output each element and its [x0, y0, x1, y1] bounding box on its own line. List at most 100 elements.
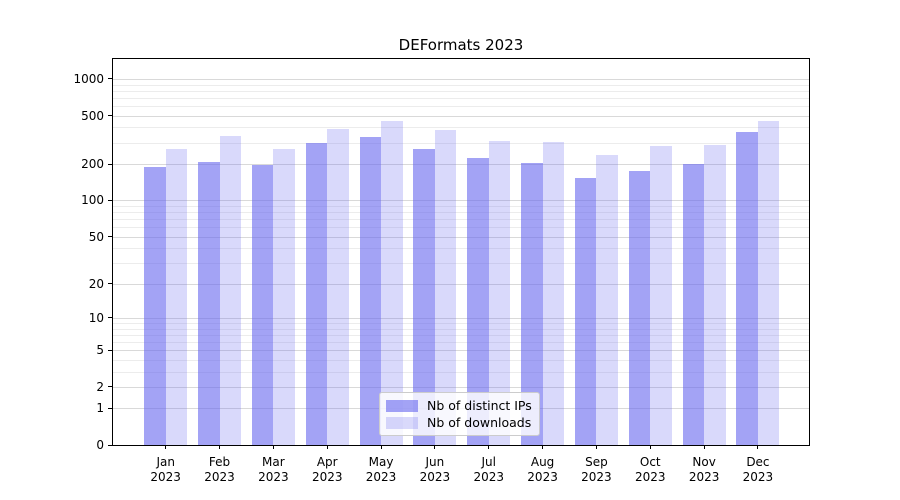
gridline-minor	[113, 127, 809, 129]
y-axis-tick-label: 1	[96, 401, 104, 416]
month-label: Oct	[639, 455, 661, 469]
month-label: Dec	[746, 455, 770, 469]
legend-label-downloads: Nb of downloads	[427, 415, 532, 430]
bar-downloads	[704, 144, 726, 445]
gridline-major	[113, 283, 809, 285]
year-label: 2023	[204, 470, 235, 484]
y-axis-tick	[108, 349, 112, 351]
bar-downloads	[219, 136, 242, 445]
gridline-major	[113, 115, 809, 117]
y-axis-tick	[108, 444, 112, 446]
year-label: 2023	[150, 470, 181, 484]
bar-downloads	[542, 141, 565, 445]
y-axis-tick	[108, 317, 112, 319]
y-axis-tick	[108, 283, 112, 285]
gridline-minor	[113, 359, 809, 361]
x-axis-tick-label: May 2023	[349, 455, 413, 485]
month-label: Aug	[530, 455, 555, 469]
gridline-minor	[113, 212, 809, 214]
y-axis-tick-label: 5	[96, 343, 104, 358]
month-label: Apr	[316, 455, 338, 469]
month-label: Sep	[585, 455, 608, 469]
x-axis-tick-label: Oct 2023	[618, 455, 682, 485]
x-axis-tick-label: Dec 2023	[726, 455, 790, 485]
gridline-major	[113, 78, 809, 80]
x-axis-tick-label: Sep 2023	[564, 455, 628, 485]
y-axis-tick	[108, 163, 112, 165]
year-label: 2023	[365, 470, 397, 484]
y-axis-tick	[108, 236, 112, 238]
legend-row-downloads: Nb of downloads	[386, 415, 532, 431]
y-axis-tick-label: 2	[96, 379, 104, 394]
gridline-minor	[113, 227, 809, 229]
gridline-major	[113, 236, 809, 238]
y-axis-tick	[108, 115, 112, 117]
bar-distinct-ips	[305, 142, 328, 445]
gridline-major	[113, 386, 809, 388]
x-axis-tick-label: Mar 2023	[241, 455, 305, 485]
gridline-major	[113, 164, 809, 165]
bar-downloads	[596, 155, 618, 445]
y-axis-tick-label: 50	[88, 229, 104, 244]
chart-title: DEFormats 2023	[398, 36, 524, 54]
year-label: 2023	[311, 470, 343, 484]
month-label: Mar	[262, 455, 285, 469]
y-axis-tick-label: 200	[81, 157, 104, 171]
legend-label-distinct-ips: Nb of distinct IPs	[427, 398, 532, 413]
gridline-minor	[113, 205, 809, 207]
bar-downloads	[381, 121, 403, 445]
bar-downloads	[650, 146, 672, 445]
legend-swatch-distinct-ips	[386, 400, 418, 412]
x-axis-tick	[649, 445, 651, 449]
gridline-minor	[113, 90, 809, 92]
year-label: 2023	[688, 470, 720, 484]
bar-distinct-ips	[736, 131, 758, 445]
bar-distinct-ips	[521, 162, 543, 445]
y-axis-tick-label: 100	[81, 193, 104, 208]
gridline-minor	[113, 334, 809, 336]
bar-distinct-ips	[682, 164, 705, 445]
x-axis-tick-label: Feb 2023	[188, 455, 252, 485]
y-axis-tick	[108, 407, 112, 409]
y-axis-tick	[108, 78, 112, 80]
x-axis-tick	[595, 445, 597, 449]
bar-downloads	[165, 149, 188, 445]
gridline-minor	[113, 84, 809, 86]
x-axis-tick-label: Jan 2023	[134, 455, 198, 485]
bar-distinct-ips	[251, 164, 274, 445]
gridline-major	[113, 200, 809, 202]
bar-distinct-ips	[144, 166, 166, 445]
x-axis-tick-label: Jul 2023	[457, 455, 521, 485]
bar-distinct-ips	[198, 162, 220, 445]
x-axis-tick-label: Aug 2023	[511, 455, 575, 485]
gridline-minor	[113, 219, 809, 221]
legend: Nb of distinct IPs Nb of downloads	[379, 392, 540, 436]
y-axis-tick-label: 1000	[73, 71, 104, 86]
bar-downloads	[757, 121, 780, 445]
year-label: 2023	[527, 470, 558, 484]
x-axis-tick	[703, 445, 705, 449]
x-axis-tick-label: Jun 2023	[403, 455, 467, 485]
x-axis-tick	[380, 445, 382, 449]
y-axis-tick	[108, 386, 112, 388]
x-axis-tick	[757, 445, 759, 449]
plot-area: 1000 500 200 100 50 20 10 5 2 1 0 Jan 2023 Feb 2023 Mar…	[73, 58, 810, 484]
x-axis-tick	[542, 445, 544, 449]
gridline-minor	[113, 371, 809, 373]
y-axis-tick-label: 10	[88, 310, 104, 325]
gridline-minor	[113, 328, 809, 330]
bar-distinct-ips	[467, 158, 489, 445]
bar-distinct-ips	[574, 178, 597, 445]
month-label: May	[368, 455, 394, 469]
bar-distinct-ips	[413, 148, 435, 445]
x-axis-tick	[219, 445, 221, 449]
bar-downloads	[488, 141, 511, 445]
year-label: 2023	[742, 470, 774, 484]
y-axis-tick	[108, 199, 112, 201]
gridline-minor	[113, 142, 809, 144]
y-axis-tick-label: 0	[96, 438, 104, 452]
gridline-minor	[113, 105, 809, 107]
month-label: Jun	[425, 455, 445, 469]
x-axis-tick	[488, 445, 490, 449]
